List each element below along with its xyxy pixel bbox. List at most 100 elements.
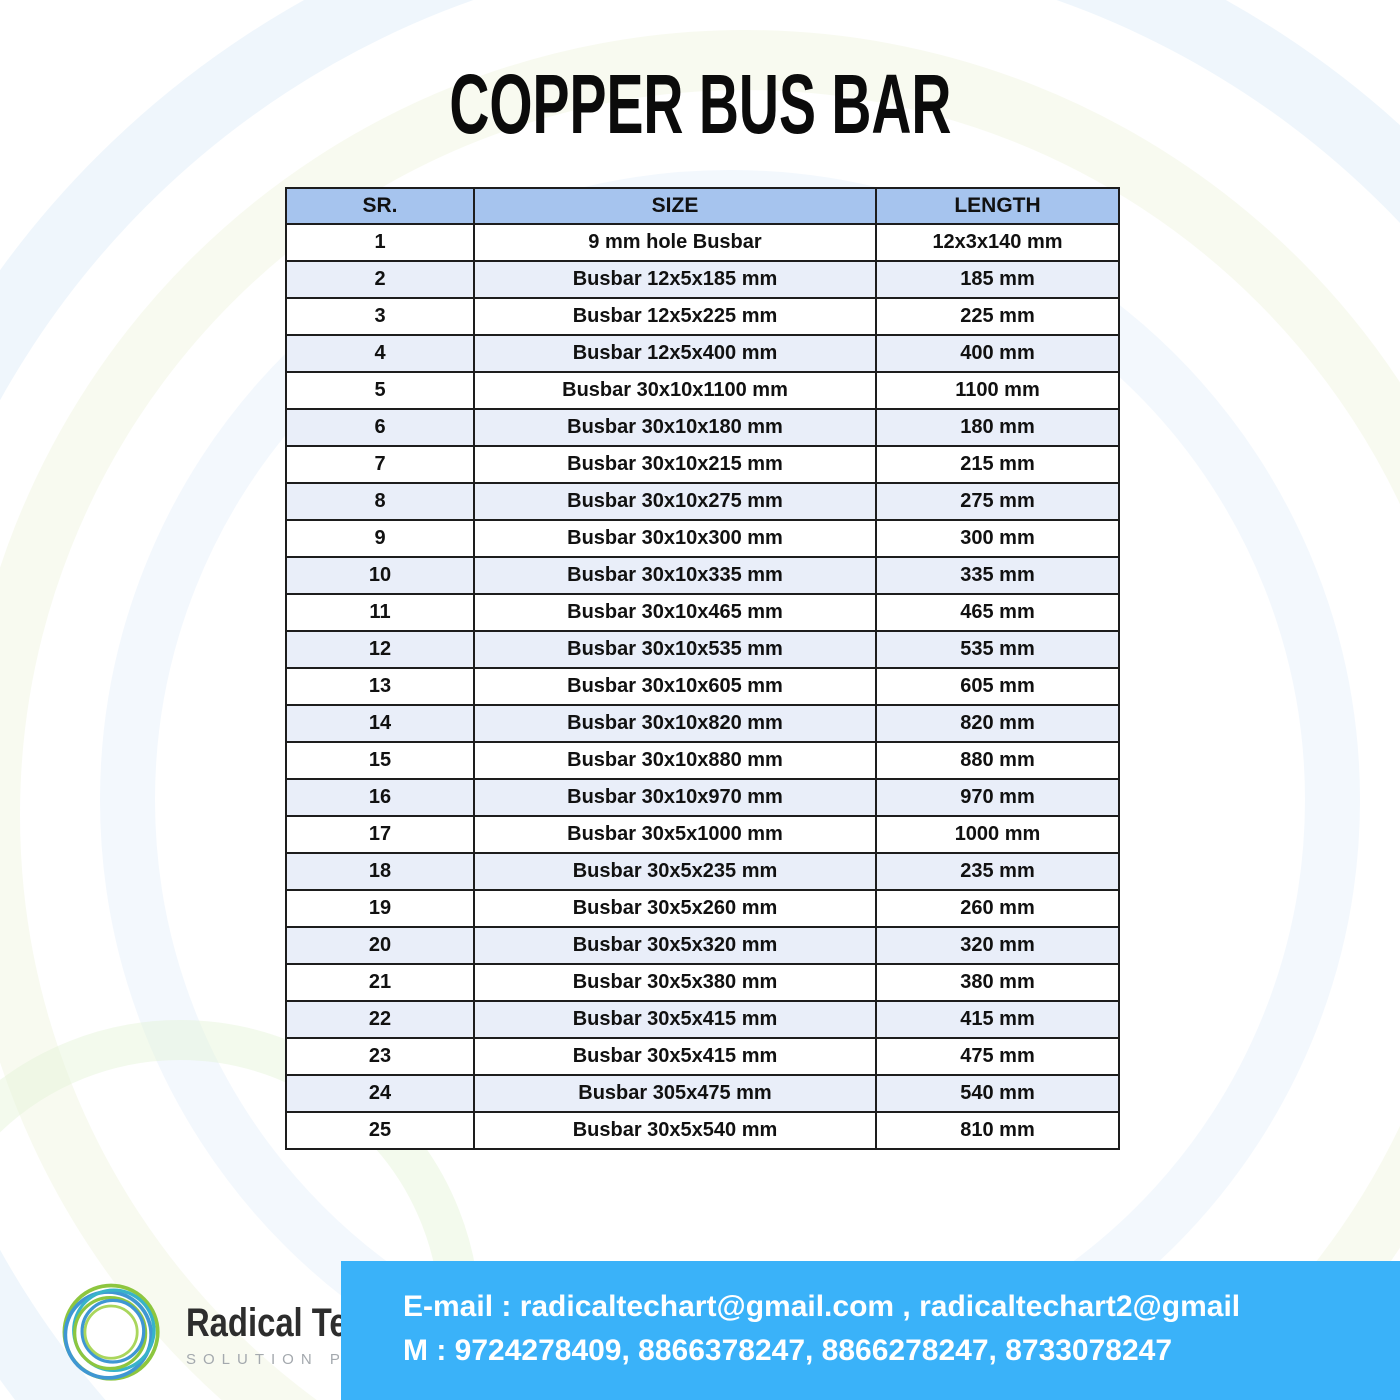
table-cell: 1100 mm [875,371,1120,410]
table-cell: 21 [285,963,475,1002]
table-row: 12 Busbar 30x10x535 mm 535 mm [285,630,1120,669]
table-row: 8 Busbar 30x10x275 mm 275 mm [285,482,1120,521]
contact-email-line: E-mail : radicaltechart@gmail.com , radi… [403,1290,1241,1323]
table-row: 21 Busbar 30x5x380 mm 380 mm [285,963,1120,1002]
table-cell: Busbar 30x10x215 mm [473,445,877,484]
table-row: 4 Busbar 12x5x400 mm 400 mm [285,334,1120,373]
table-cell: Busbar 30x10x880 mm [473,741,877,780]
table-row: 24 Busbar 305x475 mm 540 mm [285,1074,1120,1113]
table-cell: 215 mm [875,445,1120,484]
table-cell: 15 [285,741,475,780]
page-title: COPPER BUS BAR [448,57,952,151]
table-cell: 275 mm [875,482,1120,521]
table-cell: 22 [285,1000,475,1039]
table-cell: Busbar 30x5x415 mm [473,1037,877,1076]
table-cell: 535 mm [875,630,1120,669]
table-cell: 465 mm [875,593,1120,632]
column-header-sr: SR. [285,187,475,225]
table-cell: Busbar 305x475 mm [473,1074,877,1113]
table-row: 10 Busbar 30x10x335 mm 335 mm [285,556,1120,595]
table-cell: 415 mm [875,1000,1120,1039]
table-cell: 19 [285,889,475,928]
table-cell: Busbar 30x10x820 mm [473,704,877,743]
table-cell: Busbar 12x5x225 mm [473,297,877,336]
table-cell: Busbar 30x5x320 mm [473,926,877,965]
table-row: 15 Busbar 30x10x880 mm 880 mm [285,741,1120,780]
table-header-row: SR. SIZE LENGTH [285,187,1120,225]
table-cell: 2 [285,260,475,299]
table-row: 9 Busbar 30x10x300 mm 300 mm [285,519,1120,558]
table-cell: 225 mm [875,297,1120,336]
table-cell: Busbar 30x10x970 mm [473,778,877,817]
table-cell: 380 mm [875,963,1120,1002]
table-cell: 185 mm [875,260,1120,299]
table-cell: Busbar 30x10x300 mm [473,519,877,558]
table-cell: 1000 mm [875,815,1120,854]
table-cell: 260 mm [875,889,1120,928]
table-cell: 235 mm [875,852,1120,891]
table-row: 6 Busbar 30x10x180 mm 180 mm [285,408,1120,447]
table-cell: 820 mm [875,704,1120,743]
table-cell: Busbar 12x5x185 mm [473,260,877,299]
table-row: 17 Busbar 30x5x1000 mm 1000 mm [285,815,1120,854]
table-row: 13 Busbar 30x10x605 mm 605 mm [285,667,1120,706]
table-cell: Busbar 30x10x1100 mm [473,371,877,410]
column-header-length: LENGTH [875,187,1120,225]
table-cell: 24 [285,1074,475,1113]
table-cell: 9 mm hole Busbar [473,223,877,262]
contact-banner: E-mail : radicaltechart@gmail.com , radi… [341,1261,1400,1400]
table-cell: 1 [285,223,475,262]
logo-rings-icon [62,1283,160,1381]
table-row: 19 Busbar 30x5x260 mm 260 mm [285,889,1120,928]
table-cell: 7 [285,445,475,484]
table-cell: 335 mm [875,556,1120,595]
table-cell: 4 [285,334,475,373]
table-row: 14 Busbar 30x10x820 mm 820 mm [285,704,1120,743]
table-cell: 180 mm [875,408,1120,447]
table-cell: Busbar 30x5x380 mm [473,963,877,1002]
table-cell: Busbar 30x5x540 mm [473,1111,877,1150]
table-cell: 12 [285,630,475,669]
table-row: 25 Busbar 30x5x540 mm 810 mm [285,1111,1120,1150]
table-cell: 10 [285,556,475,595]
table-cell: 5 [285,371,475,410]
table-cell: Busbar 30x10x605 mm [473,667,877,706]
table-cell: 9 [285,519,475,558]
table-cell: 880 mm [875,741,1120,780]
table-cell: 13 [285,667,475,706]
table-cell: Busbar 30x10x180 mm [473,408,877,447]
table-cell: 18 [285,852,475,891]
table-cell: 20 [285,926,475,965]
table-cell: 17 [285,815,475,854]
table-cell: Busbar 30x10x535 mm [473,630,877,669]
table-cell: 8 [285,482,475,521]
table-cell: 475 mm [875,1037,1120,1076]
table-cell: Busbar 30x10x335 mm [473,556,877,595]
table-cell: 11 [285,593,475,632]
table-row: 7 Busbar 30x10x215 mm 215 mm [285,445,1120,484]
table-cell: 300 mm [875,519,1120,558]
table-row: 16 Busbar 30x10x970 mm 970 mm [285,778,1120,817]
column-header-size: SIZE [473,187,877,225]
table-cell: 23 [285,1037,475,1076]
table-row: 18 Busbar 30x5x235 mm 235 mm [285,852,1120,891]
table-cell: Busbar 30x5x260 mm [473,889,877,928]
table-row: 20 Busbar 30x5x320 mm 320 mm [285,926,1120,965]
table-cell: 320 mm [875,926,1120,965]
table-cell: Busbar 30x10x275 mm [473,482,877,521]
table-cell: 6 [285,408,475,447]
table-row: 5 Busbar 30x10x1100 mm 1100 mm [285,371,1120,410]
table-cell: Busbar 12x5x400 mm [473,334,877,373]
contact-mobile-line: M : 9724278409, 8866378247, 8866278247, … [403,1334,1173,1367]
table-cell: Busbar 30x5x235 mm [473,852,877,891]
table-row: 22 Busbar 30x5x415 mm 415 mm [285,1000,1120,1039]
table-cell: 400 mm [875,334,1120,373]
table-cell: 810 mm [875,1111,1120,1150]
table-row: 11 Busbar 30x10x465 mm 465 mm [285,593,1120,632]
table-row: 3 Busbar 12x5x225 mm 225 mm [285,297,1120,336]
table-cell: 3 [285,297,475,336]
